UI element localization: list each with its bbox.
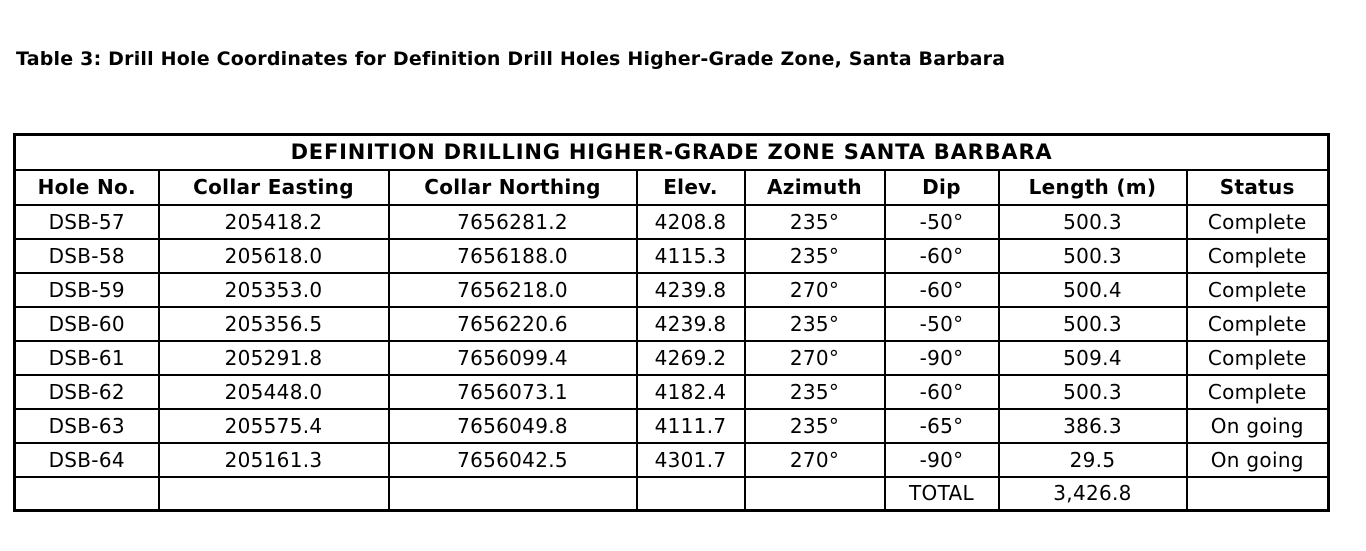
table-row-dsb-63: DSB-63 205575.4 7656049.8 4111.7 235° -6… [13, 407, 1330, 444]
cell-hole-no: DSB-57 [13, 203, 160, 240]
cell-dip: -60° [883, 373, 1000, 410]
cell-collar-easting: 205418.2 [157, 203, 390, 240]
cell-status: Complete [1185, 203, 1330, 240]
cell-status: On going [1185, 407, 1330, 444]
cell-collar-easting: 205353.0 [157, 271, 390, 308]
cell-hole-no: DSB-58 [13, 237, 160, 274]
cell-collar-easting: 205575.4 [157, 407, 390, 444]
cell-length: 500.4 [997, 271, 1188, 308]
cell-azimuth: 235° [743, 203, 886, 240]
cell-elev: 4239.8 [635, 305, 746, 342]
column-header-collar-northing: Collar Northing [387, 168, 638, 206]
table-header-row: Hole No. Collar Easting Collar Northing … [13, 168, 1330, 206]
cell-hole-no: DSB-62 [13, 373, 160, 410]
cell-collar-easting: 205618.0 [157, 237, 390, 274]
column-header-hole-no: Hole No. [13, 168, 160, 206]
cell-collar-easting: 205291.8 [157, 339, 390, 376]
column-header-dip: Dip [883, 168, 1000, 206]
total-label: TOTAL [883, 475, 1000, 512]
cell-azimuth: 235° [743, 407, 886, 444]
cell-empty [157, 475, 390, 512]
table-caption: Table 3: Drill Hole Coordinates for Defi… [16, 48, 1006, 70]
cell-collar-northing: 7656073.1 [387, 373, 638, 410]
cell-elev: 4182.4 [635, 373, 746, 410]
cell-dip: -65° [883, 407, 1000, 444]
cell-collar-easting: 205448.0 [157, 373, 390, 410]
cell-collar-northing: 7656188.0 [387, 237, 638, 274]
cell-azimuth: 235° [743, 237, 886, 274]
cell-dip: -60° [883, 271, 1000, 308]
drill-hole-coordinates-table: DEFINITION DRILLING HIGHER-GRADE ZONE SA… [13, 133, 1331, 512]
cell-elev: 4115.3 [635, 237, 746, 274]
cell-collar-northing: 7656049.8 [387, 407, 638, 444]
cell-empty [1185, 475, 1330, 512]
cell-collar-northing: 7656099.4 [387, 339, 638, 376]
table-row-dsb-60: DSB-60 205356.5 7656220.6 4239.8 235° -5… [13, 305, 1330, 342]
cell-length: 500.3 [997, 237, 1188, 274]
cell-status: Complete [1185, 373, 1330, 410]
cell-collar-northing: 7656218.0 [387, 271, 638, 308]
cell-status: Complete [1185, 305, 1330, 342]
cell-azimuth: 270° [743, 339, 886, 376]
cell-status: Complete [1185, 339, 1330, 376]
cell-length: 500.3 [997, 203, 1188, 240]
cell-length: 509.4 [997, 339, 1188, 376]
column-header-azimuth: Azimuth [743, 168, 886, 206]
cell-empty [13, 475, 160, 512]
cell-collar-northing: 7656281.2 [387, 203, 638, 240]
cell-dip: -90° [883, 441, 1000, 478]
cell-length: 500.3 [997, 373, 1188, 410]
cell-azimuth: 270° [743, 441, 886, 478]
cell-hole-no: DSB-61 [13, 339, 160, 376]
cell-empty [743, 475, 886, 512]
table-row-dsb-61: DSB-61 205291.8 7656099.4 4269.2 270° -9… [13, 339, 1330, 376]
cell-length: 386.3 [997, 407, 1188, 444]
cell-hole-no: DSB-60 [13, 305, 160, 342]
cell-status: Complete [1185, 271, 1330, 308]
cell-collar-northing: 7656042.5 [387, 441, 638, 478]
total-length-value: 3,426.8 [997, 475, 1188, 512]
cell-dip: -90° [883, 339, 1000, 376]
cell-hole-no: DSB-59 [13, 271, 160, 308]
cell-elev: 4239.8 [635, 271, 746, 308]
cell-elev: 4111.7 [635, 407, 746, 444]
column-header-collar-easting: Collar Easting [157, 168, 390, 206]
cell-azimuth: 270° [743, 271, 886, 308]
cell-dip: -50° [883, 305, 1000, 342]
column-header-status: Status [1185, 168, 1330, 206]
table-row-dsb-62: DSB-62 205448.0 7656073.1 4182.4 235° -6… [13, 373, 1330, 410]
table-row-dsb-64: DSB-64 205161.3 7656042.5 4301.7 270° -9… [13, 441, 1330, 478]
cell-collar-easting: 205356.5 [157, 305, 390, 342]
cell-collar-northing: 7656220.6 [387, 305, 638, 342]
cell-hole-no: DSB-64 [13, 441, 160, 478]
cell-hole-no: DSB-63 [13, 407, 160, 444]
cell-status: On going [1185, 441, 1330, 478]
cell-dip: -50° [883, 203, 1000, 240]
table-total-row: TOTAL 3,426.8 [13, 475, 1330, 512]
cell-elev: 4269.2 [635, 339, 746, 376]
cell-length: 500.3 [997, 305, 1188, 342]
cell-elev: 4301.7 [635, 441, 746, 478]
cell-azimuth: 235° [743, 373, 886, 410]
cell-length: 29.5 [997, 441, 1188, 478]
cell-elev: 4208.8 [635, 203, 746, 240]
table-banner: DEFINITION DRILLING HIGHER-GRADE ZONE SA… [13, 133, 1330, 171]
cell-azimuth: 235° [743, 305, 886, 342]
cell-empty [635, 475, 746, 512]
table-row-dsb-58: DSB-58 205618.0 7656188.0 4115.3 235° -6… [13, 237, 1330, 274]
table-banner-row: DEFINITION DRILLING HIGHER-GRADE ZONE SA… [13, 133, 1330, 171]
column-header-length: Length (m) [997, 168, 1188, 206]
cell-status: Complete [1185, 237, 1330, 274]
cell-collar-easting: 205161.3 [157, 441, 390, 478]
column-header-elev: Elev. [635, 168, 746, 206]
cell-empty [387, 475, 638, 512]
table-row-dsb-57: DSB-57 205418.2 7656281.2 4208.8 235° -5… [13, 203, 1330, 240]
cell-dip: -60° [883, 237, 1000, 274]
table-row-dsb-59: DSB-59 205353.0 7656218.0 4239.8 270° -6… [13, 271, 1330, 308]
